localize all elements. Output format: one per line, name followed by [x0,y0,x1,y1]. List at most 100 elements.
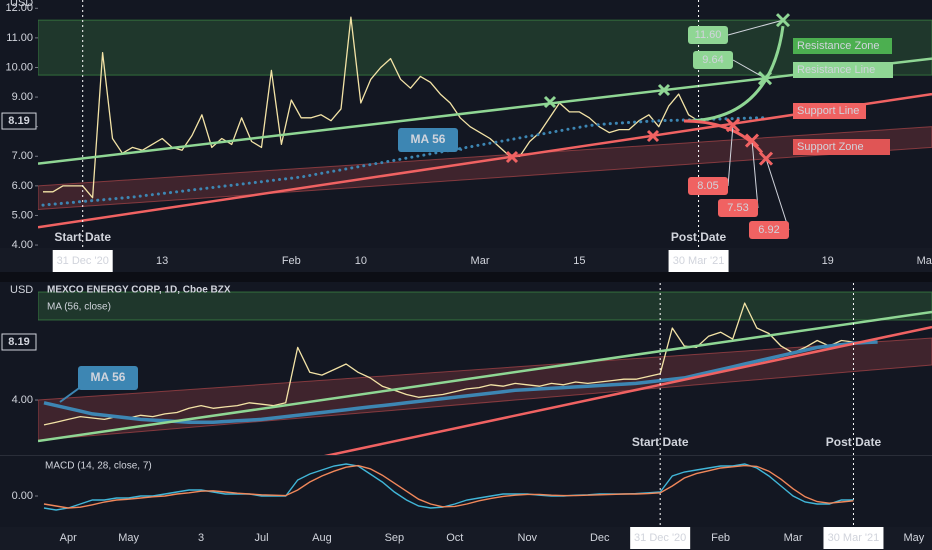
x-tick-label: Feb [282,255,301,267]
y-tick-label: 11.00 [6,32,33,44]
price-line [43,16,699,199]
x-axis-band [0,527,932,550]
target-label: 6.92 [758,224,779,236]
ma-pointer [59,385,83,403]
target-cross [758,151,774,166]
target-label: 9.64 [702,54,723,66]
zone [38,126,932,211]
y-tick-label: 4.00 [12,239,33,251]
projection-up [683,25,785,123]
y-tick-label: 9.00 [12,91,33,103]
x-tick-label: 30 Mar '21 [673,255,725,267]
indicator-label: MA (56, close) [47,302,111,313]
y-tick-label: 7.00 [12,150,33,162]
level-label-box [793,139,890,155]
touch-cross [543,95,557,109]
target-connector [765,158,790,231]
level-label: Support Line [797,105,859,117]
target-label: 8.05 [697,180,718,192]
target-label-box [688,26,728,44]
y-tick-label: 12.00 [5,2,33,14]
x-tick-label: May [903,532,924,544]
y-axis-label: USD [10,284,33,296]
x-axis-band [0,248,932,272]
event-label: Post Date [671,230,727,244]
y-tick-label: 6.00 [12,180,33,192]
target-label: 11.60 [695,29,722,41]
target-cross [757,71,773,86]
last-price-label: 8.19 [8,336,29,348]
x-tick-label: Dec [590,532,610,544]
level-label-box [793,103,866,119]
macd-title: MACD (14, 28, close, 7) [45,461,152,472]
x-tick-label: 13 [156,255,168,267]
target-label: 7.53 [727,202,748,214]
level-label: Resistance Zone [797,40,880,52]
target-connector [727,125,734,187]
x-tick-label: Sep [385,532,405,544]
x-tick-label: Mar [784,532,803,544]
touch-cross [505,150,519,164]
y-tick-label: 5.00 [12,209,33,221]
last-price-label: 8.19 [8,115,29,127]
x-tick-label: 31 Dec '20 [634,532,686,544]
level-label: Support Zone [797,141,864,153]
target-cross [725,118,741,133]
x-tick-highlight [823,527,884,549]
target-cross [744,133,760,148]
x-tick-label: Jul [254,532,268,544]
x-tick-label: Nov [518,532,538,544]
last-price-box [1,333,37,351]
x-tick-highlight [630,527,691,549]
macd-line [43,463,854,511]
target-cross [775,13,791,28]
y-tick-label: 0.00 [12,490,33,502]
x-tick-label: Feb [711,532,730,544]
target-label-box [749,221,789,239]
level-label-box [793,38,892,54]
level-label: Resistance Line [797,64,875,76]
x-tick-label: May [118,532,139,544]
macd-line [43,464,854,509]
y-axis-label: USD [10,0,33,9]
last-price-box [1,112,37,130]
x-tick-label: 15 [573,255,585,267]
ma-label-box [78,366,138,390]
bottom-pane: 4.00 USD 8.19 Start Date Post Date Apr May 3 Jul… [1,283,932,549]
chart-title: MEXCO ENERGY CORP, 1D, Cboe BZX [47,285,231,296]
target-connector [751,140,759,209]
price-line [43,302,854,426]
trendline [38,57,932,165]
x-tick-highlight [52,250,113,272]
ma-label: MA 56 [91,370,126,384]
level-label-box [793,62,893,78]
ma-label-box [398,128,458,152]
plot-area [38,291,932,455]
target-label-box [718,199,758,217]
ma-label: MA 56 [411,132,446,146]
target-label-box [693,51,733,69]
x-tick-label: Mar [471,255,490,267]
x-tick-label: Apr [60,532,77,544]
y-tick-label: 4.00 [12,394,33,406]
x-tick-label: 30 Mar '21 [828,532,880,544]
x-tick-label: 31 Dec '20 [57,255,109,267]
y-tick-label: 10.00 [5,61,33,73]
trendline [38,310,932,443]
macd-plot [43,463,854,511]
event-label: Post Date [826,435,882,449]
target-connector [727,19,784,36]
x-tick-label: Aug [312,532,332,544]
ma-line [43,340,878,424]
x-tick-label: 3 [198,532,204,544]
target-connector [732,59,766,79]
event-label: Start Date [632,435,689,449]
target-label-box [688,177,728,195]
x-tick-label: Oct [446,532,463,544]
x-tick-highlight [668,250,729,272]
x-tick-label: 10 [355,255,367,267]
touch-cross [657,83,671,97]
trendline [38,92,932,229]
top-pane: 4.005.006.007.008.009.0010.0011.0012.00U… [1,0,932,272]
